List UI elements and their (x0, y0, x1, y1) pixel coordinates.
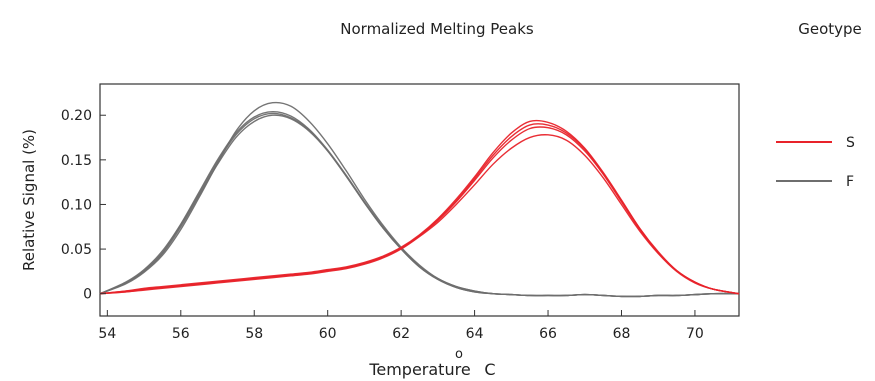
chart-title: Normalized Melting Peaks (340, 20, 534, 38)
series-f-curve-4 (99, 112, 740, 298)
series-s-curve-1 (99, 134, 740, 295)
x-axis-ticks: 54 56 58 60 62 64 66 68 70 (98, 310, 704, 342)
x-tick-label: 68 (613, 326, 631, 342)
y-tick-label: 0.20 (61, 108, 92, 124)
x-axis-label: Temperature (368, 360, 470, 379)
legend-label-f: F (846, 174, 854, 190)
x-tick-label: 56 (172, 326, 190, 342)
x-tick-label: 62 (392, 326, 410, 342)
plot-frame (99, 83, 740, 317)
y-tick-label: 0 (83, 287, 92, 303)
y-tick-label: 0.15 (61, 153, 92, 169)
y-axis-label: Relative Signal (%) (20, 129, 38, 271)
x-tick-label: 60 (319, 326, 337, 342)
x-tick-label: 54 (98, 326, 116, 342)
legend: SF (776, 135, 855, 190)
x-tick-label: 66 (539, 326, 557, 342)
y-tick-label: 0.05 (61, 242, 92, 258)
x-tick-label: 58 (245, 326, 263, 342)
x-tick-label: 64 (466, 326, 484, 342)
y-tick-label: 0.10 (61, 197, 92, 213)
series-s-curve-4 (99, 123, 740, 295)
legend-label-s: S (846, 135, 855, 151)
legend-title: Geotype (798, 20, 862, 38)
x-axis-unit-degree: o (455, 347, 463, 362)
series-s-curve-2 (99, 126, 740, 295)
y-axis-ticks: 0 0.05 0.10 0.15 0.20 (61, 108, 106, 303)
curves-layer (99, 101, 740, 298)
plot-area: 54 56 58 60 62 64 66 68 70 0 0.05 0.10 0.15 0.20 (61, 83, 740, 342)
x-tick-label: 70 (686, 326, 704, 342)
x-axis-unit-letter: C (484, 360, 495, 379)
series-f-curve-1 (99, 114, 740, 298)
